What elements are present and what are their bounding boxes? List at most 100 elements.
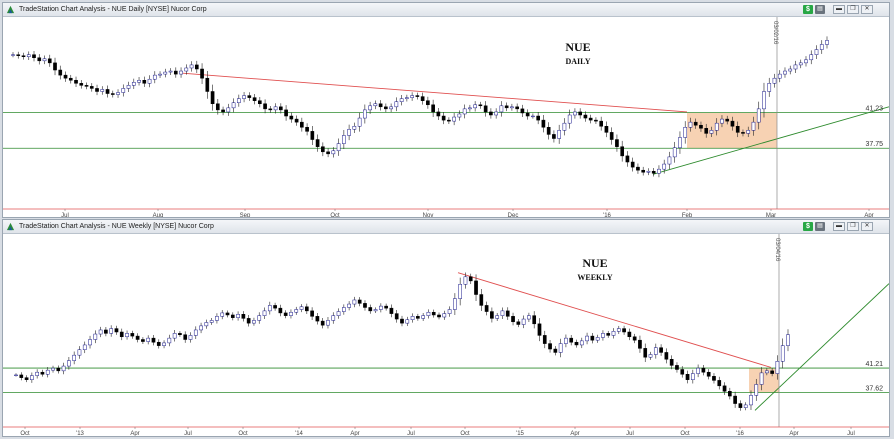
candle xyxy=(611,328,616,339)
candle-body-down xyxy=(511,316,515,323)
candle-body-down xyxy=(24,377,29,380)
candle xyxy=(236,94,241,107)
candle-body-up xyxy=(26,54,31,57)
candle xyxy=(531,113,535,119)
candle xyxy=(126,81,131,93)
x-axis-tick-label: '13 xyxy=(76,431,84,436)
candle xyxy=(606,330,611,338)
restore-icon[interactable]: ❐ xyxy=(847,222,859,231)
candle-body-up xyxy=(226,107,231,113)
candle-body-up xyxy=(780,345,785,362)
candle xyxy=(562,118,567,136)
candle xyxy=(717,376,722,390)
candle-body-down xyxy=(630,161,635,168)
candle xyxy=(379,303,383,313)
candle-body-down xyxy=(622,328,626,333)
candle xyxy=(415,92,420,100)
candle xyxy=(504,102,509,112)
candle xyxy=(473,101,477,112)
candle-body-up xyxy=(98,329,103,335)
candle-body-up xyxy=(690,373,695,380)
weekly-title-bar[interactable]: TradeStation Chart Analysis - NUE Weekly… xyxy=(3,220,889,234)
candle-body-down xyxy=(609,132,614,140)
candle xyxy=(289,309,293,319)
candle xyxy=(453,293,457,316)
weekly-candlestick-chart[interactable]: NUE WEEKLY 41.21 37.62 03/04/16 Oct '13 Apr J… xyxy=(3,234,889,436)
candle-body-down xyxy=(263,103,267,110)
candle xyxy=(643,343,648,363)
candle xyxy=(88,335,92,349)
x-axis-tick-label: Jul xyxy=(847,431,855,436)
x-axis-tick-label: Dec xyxy=(508,213,519,217)
candle-body-down xyxy=(326,151,330,155)
candle xyxy=(696,364,700,378)
candle xyxy=(67,357,71,370)
candle-body-down xyxy=(685,374,690,380)
list-icon[interactable]: ▤ xyxy=(815,5,825,14)
candle-body-up xyxy=(405,97,409,99)
candle-body-up xyxy=(751,121,756,131)
candle-body-up xyxy=(100,89,105,92)
candle-body-down xyxy=(536,115,540,121)
minimize-icon[interactable]: ▬ xyxy=(833,5,845,14)
candle xyxy=(783,67,787,78)
candle xyxy=(215,313,219,324)
candle xyxy=(146,335,151,345)
candle-body-down xyxy=(664,352,669,360)
candle-body-up xyxy=(152,74,157,80)
candle xyxy=(200,63,204,84)
support-trendline xyxy=(754,283,889,411)
close-icon[interactable]: ✕ xyxy=(861,5,873,14)
candle-body-down xyxy=(484,305,489,312)
restore-icon[interactable]: ❐ xyxy=(847,5,859,14)
candle xyxy=(484,301,489,316)
candle-body-up xyxy=(363,109,367,119)
candle xyxy=(305,123,309,136)
candle-body-up xyxy=(389,106,393,110)
candle xyxy=(505,307,510,320)
close-icon[interactable]: ✕ xyxy=(861,222,873,231)
candle-body-down xyxy=(40,371,45,375)
candle xyxy=(147,75,152,88)
candle-body-down xyxy=(21,55,26,57)
daily-candlestick-chart[interactable]: NUE DAILY 41.23 37.75 03/02/16 Jul Aug Sep Oc… xyxy=(3,17,889,217)
candle xyxy=(767,77,772,97)
candle xyxy=(536,112,540,125)
candle xyxy=(205,70,210,99)
dollar-badge[interactable]: $ xyxy=(803,5,813,14)
candle-body-down xyxy=(289,115,294,120)
candle-body-up xyxy=(82,344,87,350)
candle-body-down xyxy=(221,109,225,113)
candle-body-down xyxy=(63,74,68,79)
candle-body-up xyxy=(236,314,240,318)
candle-body-down xyxy=(156,341,161,346)
weekly-chart-window[interactable]: TradeStation Chart Analysis - NUE Weekly… xyxy=(2,219,890,437)
candle-body-down xyxy=(431,311,436,316)
candle xyxy=(74,76,78,87)
candle xyxy=(209,317,214,325)
candle-body-up xyxy=(426,311,431,316)
candle xyxy=(35,369,39,379)
candle-body-down xyxy=(252,97,257,101)
candle xyxy=(68,74,73,84)
candle xyxy=(749,390,753,410)
daily-title-bar[interactable]: TradeStation Chart Analysis - NUE Daily … xyxy=(3,3,889,17)
daily-chart-window[interactable]: TradeStation Chart Analysis - NUE Daily … xyxy=(2,2,890,218)
weekly-window-title: TradeStation Chart Analysis - NUE Weekly… xyxy=(19,223,214,230)
x-axis-tick-label: Oct xyxy=(20,431,30,436)
candle-body-up xyxy=(273,106,278,111)
minimize-icon[interactable]: ▬ xyxy=(833,222,845,231)
list-icon[interactable]: ▤ xyxy=(815,222,825,231)
candle xyxy=(741,129,745,137)
dollar-badge[interactable]: $ xyxy=(803,222,813,231)
candle xyxy=(247,92,252,101)
candle-body-up xyxy=(564,337,568,344)
candle xyxy=(321,142,325,157)
candle-body-down xyxy=(504,105,509,109)
candle-body-up xyxy=(458,284,463,299)
candle-body-up xyxy=(819,44,824,50)
candle-body-down xyxy=(426,100,430,106)
candle-body-up xyxy=(236,98,241,103)
candle xyxy=(616,325,621,334)
candle-body-up xyxy=(646,170,651,173)
